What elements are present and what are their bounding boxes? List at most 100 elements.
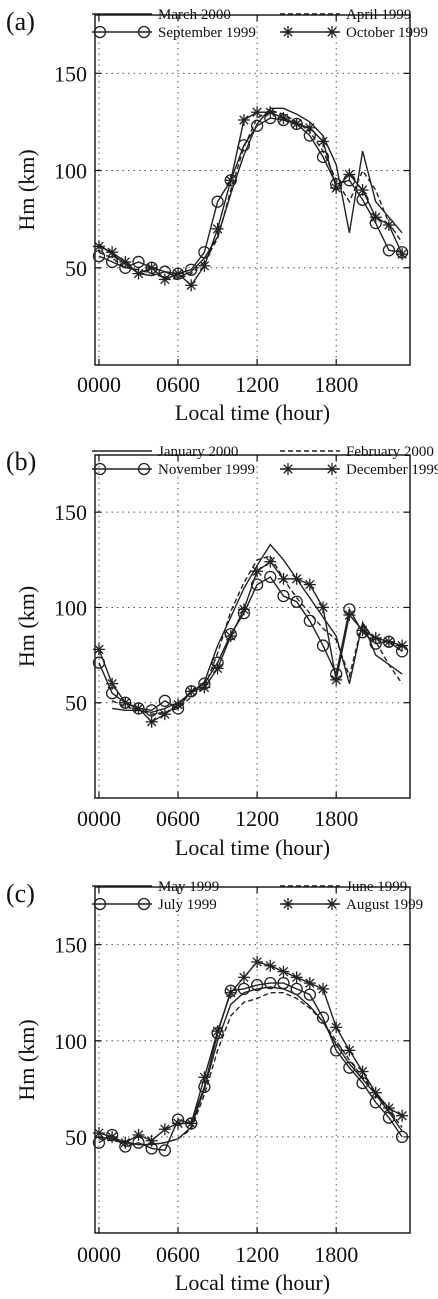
data-point-star bbox=[119, 697, 131, 709]
data-point-star bbox=[172, 1117, 184, 1129]
data-point-star bbox=[370, 632, 382, 644]
data-point-star bbox=[383, 636, 395, 648]
data-point-star bbox=[396, 248, 408, 260]
y-tick-label: 150 bbox=[54, 61, 87, 86]
data-point-star bbox=[159, 708, 171, 720]
y-tick-label: 150 bbox=[54, 500, 87, 525]
legend-label: January 2000 bbox=[158, 444, 238, 460]
data-point-star bbox=[291, 118, 303, 130]
data-point-star bbox=[330, 182, 342, 194]
data-point-star bbox=[132, 268, 144, 280]
data-point-star bbox=[93, 1127, 105, 1139]
data-point-star bbox=[106, 246, 118, 258]
x-tick-label: 1800 bbox=[314, 806, 358, 831]
data-point-star bbox=[304, 122, 316, 134]
data-point-star bbox=[383, 1102, 395, 1114]
series-2 bbox=[93, 113, 407, 280]
data-point-star bbox=[304, 977, 316, 989]
legend-sample-3 bbox=[280, 898, 340, 910]
series-3 bbox=[93, 556, 408, 728]
data-point-star bbox=[172, 699, 184, 711]
data-point-star bbox=[132, 702, 144, 714]
legend-sample-3 bbox=[280, 26, 340, 38]
data-point-star bbox=[370, 1087, 382, 1099]
data-point-star bbox=[317, 135, 329, 147]
series-line bbox=[99, 118, 402, 274]
data-point-star bbox=[383, 219, 395, 231]
x-tick-label: 1800 bbox=[314, 1242, 358, 1267]
legend-star-marker bbox=[282, 898, 294, 910]
x-tick-label: 1200 bbox=[235, 806, 279, 831]
data-point-star bbox=[277, 112, 289, 124]
series-3 bbox=[93, 956, 408, 1149]
series-1 bbox=[99, 993, 402, 1145]
legend-label: April 1999 bbox=[346, 7, 411, 23]
data-point-star bbox=[238, 114, 250, 126]
x-tick-label: 0000 bbox=[77, 806, 121, 831]
data-point-star bbox=[185, 1117, 197, 1129]
data-point-star bbox=[146, 1135, 158, 1147]
data-point-star bbox=[238, 971, 250, 983]
data-point-star bbox=[93, 643, 105, 655]
legend-label: May 1999 bbox=[158, 879, 219, 895]
series-0 bbox=[99, 108, 402, 277]
data-point-star bbox=[343, 609, 355, 621]
series-2 bbox=[93, 571, 407, 715]
data-point-star bbox=[251, 106, 263, 118]
data-point-star bbox=[119, 256, 131, 268]
data-point-star bbox=[251, 565, 263, 577]
data-point-star bbox=[198, 1071, 210, 1083]
y-tick-label: 100 bbox=[54, 595, 87, 620]
x-tick-label: 0600 bbox=[156, 806, 200, 831]
x-tick-label: 0000 bbox=[77, 1242, 121, 1267]
series-line bbox=[99, 108, 402, 277]
y-axis-title: Hm (km) bbox=[14, 1019, 39, 1100]
data-point-star bbox=[185, 685, 197, 697]
series-2 bbox=[93, 978, 407, 1156]
data-point-star bbox=[225, 174, 237, 186]
data-point-star bbox=[317, 601, 329, 613]
data-point-star bbox=[396, 1110, 408, 1122]
data-point-star bbox=[198, 681, 210, 693]
data-point-star bbox=[106, 678, 118, 690]
x-tick-label: 0000 bbox=[77, 372, 121, 397]
data-point-star bbox=[146, 716, 158, 728]
data-point-star bbox=[357, 1066, 369, 1078]
y-tick-label: 50 bbox=[65, 256, 87, 281]
y-tick-label: 100 bbox=[54, 159, 87, 184]
x-tick-label: 0600 bbox=[156, 1242, 200, 1267]
legend-star-marker bbox=[326, 463, 338, 475]
series-line bbox=[99, 577, 402, 710]
data-point-star bbox=[343, 1044, 355, 1056]
legend-sample-2 bbox=[92, 464, 152, 475]
legend-sample-2 bbox=[92, 27, 152, 38]
legend-sample-3 bbox=[280, 463, 340, 475]
data-point-star bbox=[93, 240, 105, 252]
legend-label: September 1999 bbox=[158, 25, 256, 41]
data-point-star bbox=[370, 211, 382, 223]
data-point-star bbox=[330, 1021, 342, 1033]
legend-label: August 1999 bbox=[346, 897, 423, 913]
x-axis-title: Local time (hour) bbox=[175, 835, 330, 860]
series-3 bbox=[93, 106, 408, 291]
data-point-star bbox=[225, 987, 237, 999]
legend-sample-2 bbox=[92, 899, 152, 910]
data-point-star bbox=[291, 971, 303, 983]
x-tick-label: 1200 bbox=[235, 372, 279, 397]
data-point-star bbox=[291, 573, 303, 585]
legend-star-marker bbox=[326, 26, 338, 38]
data-point-star bbox=[343, 168, 355, 180]
data-point-star bbox=[264, 106, 276, 118]
data-point-star bbox=[238, 603, 250, 615]
data-point-star bbox=[330, 674, 342, 686]
data-point-star bbox=[304, 579, 316, 591]
x-tick-label: 1800 bbox=[314, 372, 358, 397]
data-point-star bbox=[159, 1123, 171, 1135]
data-point-star bbox=[357, 184, 369, 196]
legend-star-marker bbox=[282, 463, 294, 475]
chart-panel-0: 0000 0600 1200 1800 50 100 150 Local time (hour… bbox=[6, 7, 428, 425]
y-tick-label: 150 bbox=[54, 933, 87, 958]
legend-label: July 1999 bbox=[158, 897, 217, 913]
series-0 bbox=[99, 987, 402, 1145]
